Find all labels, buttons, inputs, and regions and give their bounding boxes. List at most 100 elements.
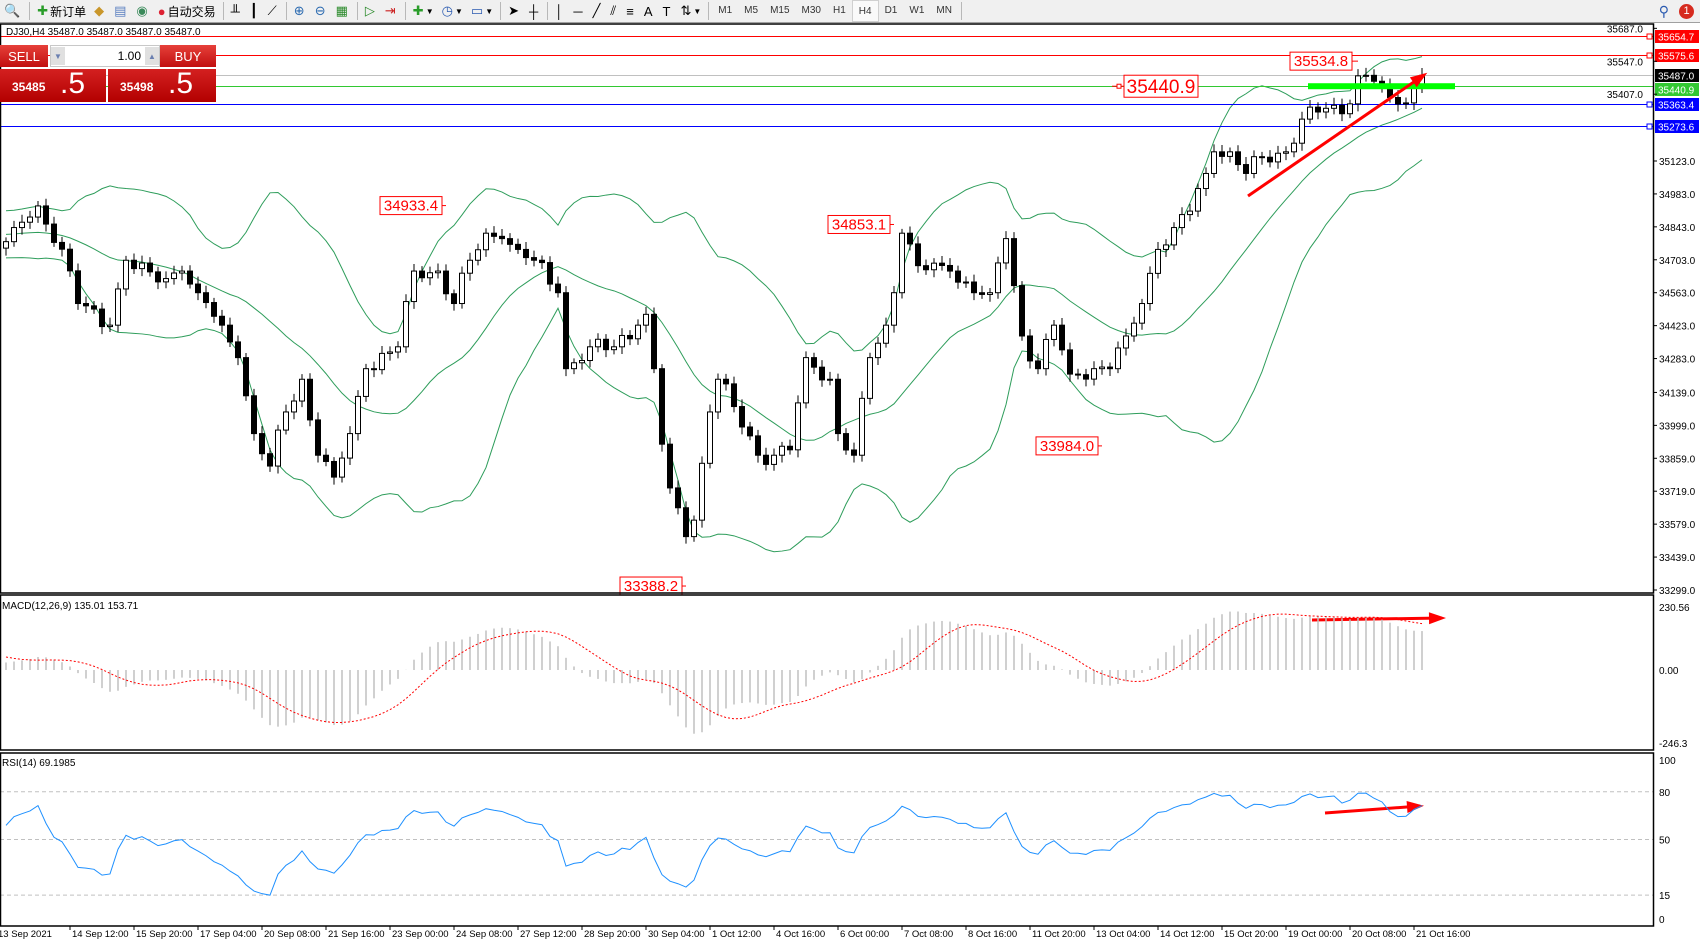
bollinger-middle-band [5,107,1423,441]
support-highlight-line[interactable] [1308,83,1455,90]
price-axis-label: 34283.0 [1659,355,1696,366]
bearish-candle [155,271,161,283]
timeframe-h1[interactable]: H1 [832,4,846,16]
search-icon[interactable]: ⚲ [1658,2,1669,19]
price-axis-label: 35547.0 [1607,57,1644,68]
price-annotation-box[interactable] [827,214,891,234]
bullish-candle [619,334,625,348]
timeframe-mn[interactable]: MN [936,4,952,16]
bullish-candle [1355,75,1361,105]
price-annotation-box[interactable] [1035,436,1099,456]
bullish-candle [339,457,345,478]
bearish-candle [1083,374,1089,380]
buy-price-button[interactable]: 35498 .5 [108,67,216,102]
sell-price-button[interactable]: 35485 .5 [0,67,106,102]
price-axis-label: 33859.0 [1659,454,1696,465]
zoom-in-button[interactable]: ⊕ [290,1,311,21]
timeframe-w1[interactable]: W1 [909,4,925,16]
bullish-candle [163,278,169,283]
search-button[interactable]: 🔍 [0,1,26,21]
indicators-button[interactable]: ✚ ▼ [409,1,438,21]
buy-button[interactable]: BUY [160,45,216,67]
bearish-candle [851,449,857,456]
vertical-line-button[interactable]: │ [551,1,569,21]
trendline-button[interactable]: ╱ [589,1,607,21]
bullish-candle [875,342,881,359]
line-anchor-handle[interactable] [1646,33,1653,40]
price-annotation-box[interactable] [1289,51,1353,71]
line-chart-button[interactable]: ⟋ [264,1,283,21]
line-anchor-handle[interactable] [1646,123,1653,130]
line-anchor-handle[interactable] [1646,52,1653,59]
lot-decrease-button[interactable]: ▼ [51,47,65,65]
signal-button[interactable]: ◉ [132,1,153,21]
price-annotation-box[interactable] [1123,74,1199,98]
bar-chart-button[interactable]: ╨ [227,1,246,21]
price-line-label: 35654.7 [1658,33,1695,44]
bullish-candle [171,272,177,280]
chart-shift-button[interactable]: ⇥ [381,1,402,21]
chart-info: DJ30,H4 35487.0 35487.0 35487.0 35487.0 [6,27,201,38]
timeframe-m15[interactable]: M15 [770,4,790,16]
macd-arrow[interactable] [1311,616,1443,622]
timeframe-m30[interactable]: M30 [801,4,821,16]
crosshair-button[interactable]: ┼ [525,1,544,21]
bullish-candle [1323,107,1329,113]
rsi-arrow[interactable] [1324,804,1421,815]
strategy-tester-button[interactable]: ◆ [90,1,110,21]
cursor-button[interactable]: ➤ [504,1,525,21]
time-axis-label: 21 Sep 16:00 [328,929,385,939]
channel-button[interactable]: ⫽ [606,1,622,21]
bullish-candle [707,411,713,464]
bullish-candle [691,519,697,538]
market-watch-button[interactable]: ▤ [110,1,132,21]
candlestick-button[interactable]: ┃ [246,1,264,21]
bullish-candle [299,378,305,402]
price-axis-label: 34423.0 [1659,322,1696,333]
text-button[interactable]: A [640,1,659,21]
bearish-candle [723,378,729,385]
time-axis-label: 30 Sep 04:00 [648,929,705,939]
lot-input[interactable]: 1.00 [117,49,141,63]
bearish-candle [43,205,49,225]
price-axis-label: 34703.0 [1659,256,1696,267]
time-axis-label: 4 Oct 16:00 [776,929,825,939]
bullish-candle [1003,238,1009,264]
new-order-button[interactable]: ✚ 新订单 [33,1,90,21]
price-line-label: 35363.4 [1658,101,1695,112]
bearish-candle [675,487,681,509]
divider [547,2,549,20]
sell-button[interactable]: SELL [0,45,48,67]
fibonacci-button[interactable]: ≡ [622,1,640,21]
timeframe-m5[interactable]: M5 [744,4,759,16]
periods-button[interactable]: ◷ ▼ [438,1,467,21]
auto-trading-button[interactable]: ● 自动交易 [154,1,220,21]
bearish-candle [603,338,609,351]
time-axis-label: 8 Oct 16:00 [968,929,1017,939]
line-anchor-handle[interactable] [1646,101,1653,108]
annotation-anchor[interactable] [1116,83,1122,89]
price-axis-label: 35687.0 [1607,24,1644,35]
auto-scroll-button[interactable]: ▷ [361,1,381,21]
auto-trading-icon: ● [157,3,166,19]
timeframe-d1[interactable]: D1 [884,4,898,16]
bearish-candle [323,454,329,462]
bearish-candle [51,223,57,243]
price-axis-label: 33439.0 [1659,553,1696,564]
price-annotation-text: 35534.8 [1294,53,1348,70]
price-annotation-box[interactable] [379,196,443,216]
arrows-button[interactable]: ⇅ ▼ [676,1,705,21]
notification-badge[interactable]: 1 [1679,3,1694,19]
text-label-button[interactable]: T [658,1,676,21]
zoom-out-button[interactable]: ⊖ [311,1,332,21]
timeframe-h4[interactable]: H4 [851,0,879,22]
lot-increase-button[interactable]: ▲ [145,47,159,65]
tile-windows-button[interactable]: ▦ [332,1,354,21]
trend-arrow[interactable] [1247,73,1425,198]
bearish-candle [419,270,425,279]
horizontal-line-button[interactable]: ─ [569,1,588,21]
bullish-candle [1211,151,1217,174]
timeframe-m1[interactable]: M1 [718,4,733,16]
templates-button[interactable]: ▭ ▼ [467,1,497,21]
